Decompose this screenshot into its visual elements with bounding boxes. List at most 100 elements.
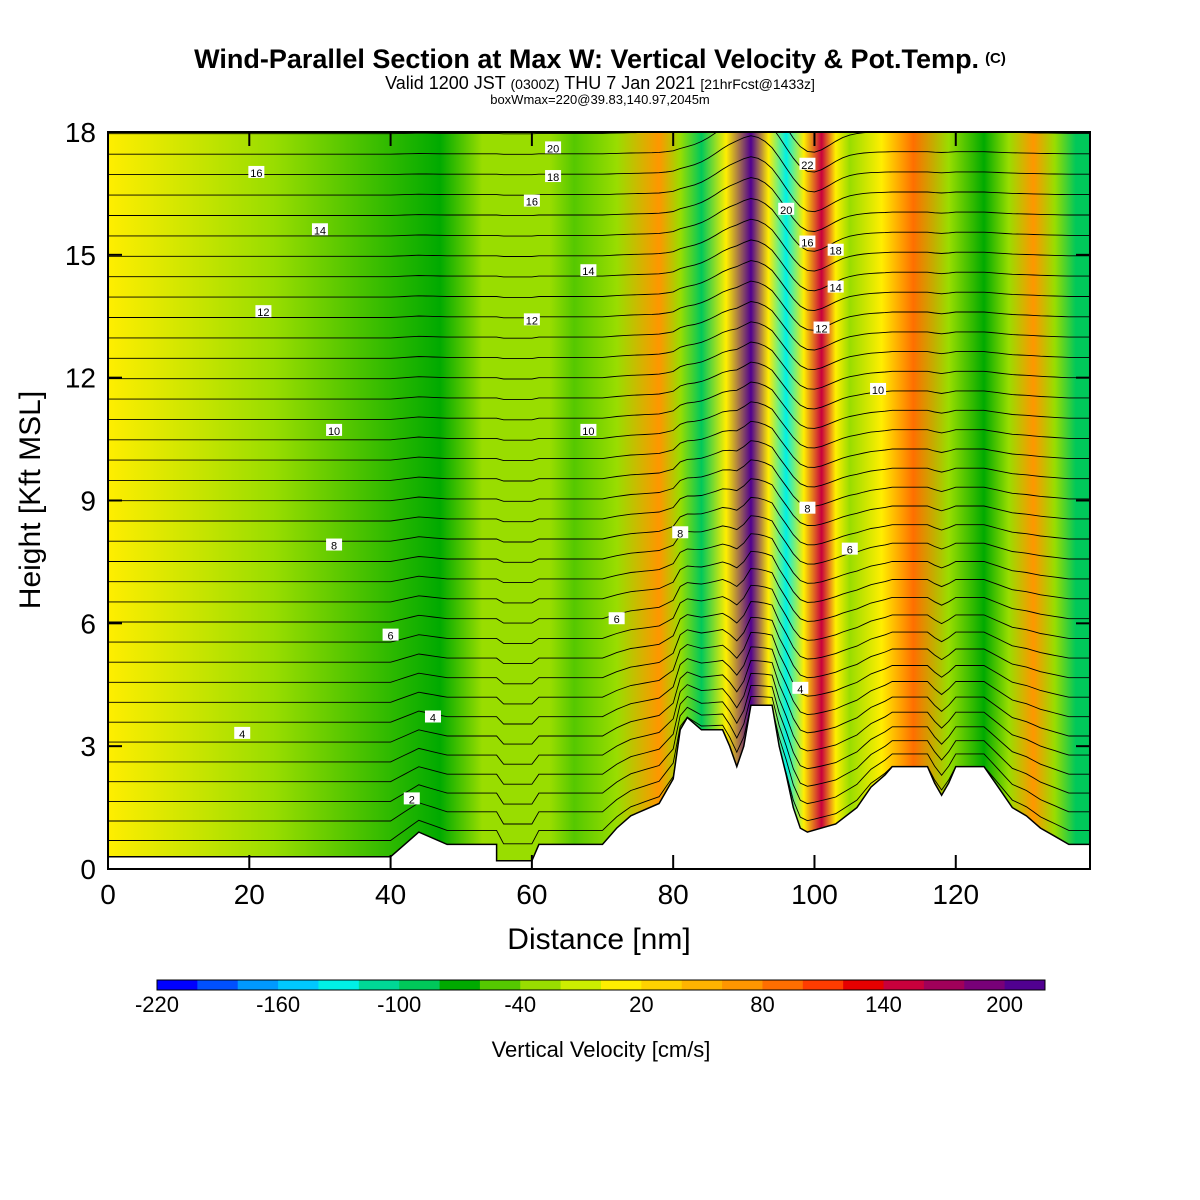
theta-label-bg (799, 157, 816, 170)
colorbar-swatch (318, 980, 360, 990)
theta-label-bg (255, 305, 272, 318)
theta-contour (108, 381, 1090, 429)
y-axis-label: Height [Kft MSL] (14, 391, 47, 609)
theta-contour (108, 135, 1090, 193)
theta-label: 8 (326, 538, 343, 553)
x-tick-label: 20 (234, 879, 265, 910)
theta-label-text: 18 (830, 246, 842, 258)
colorbar-tick-label: -220 (135, 992, 179, 1017)
valid-date: THU 7 Jan 2021 (564, 73, 696, 93)
x-tick-label: 120 (932, 879, 979, 910)
theta-label-text: 10 (328, 426, 340, 438)
theta-label-text: 20 (547, 143, 559, 155)
theta-label-text: 16 (801, 238, 813, 250)
theta-contour (108, 533, 1090, 584)
colorbar-swatch (157, 980, 198, 990)
theta-label-bg (608, 612, 625, 625)
theta-contour (108, 660, 1090, 745)
theta-label-bg (580, 423, 597, 436)
y-tick-label: 9 (80, 486, 96, 517)
x-tick-label: 0 (100, 879, 116, 910)
box-wmax-info: boxWmax=220@39.83,140.97,2045m (490, 92, 710, 107)
theta-contour (108, 420, 1090, 468)
colorbar-frame (156, 979, 1046, 991)
theta-contour (108, 198, 1090, 252)
colorbar-swatch (843, 980, 885, 990)
theta-label-text: 6 (847, 545, 853, 557)
theta-label-bg (672, 526, 689, 539)
theta-label: 6 (382, 628, 399, 643)
theta-label-text: 4 (797, 684, 803, 696)
theta-label-text: 4 (239, 729, 245, 741)
theta-label: 10 (326, 423, 343, 438)
y-tick-label: 6 (80, 608, 96, 639)
theta-label: 4 (234, 726, 251, 741)
theta-label: 20 (545, 141, 562, 155)
theta-label: 4 (792, 681, 809, 696)
theta-label-bg (827, 243, 844, 256)
theta-label-bg (382, 628, 399, 641)
colorbar-swatch (560, 980, 602, 990)
theta-label-text: 2 (409, 794, 415, 806)
copyright-mark: (C) (985, 50, 1006, 67)
theta-label-text: 16 (526, 197, 538, 209)
x-tick-label: 80 (658, 879, 689, 910)
valid-time-utc: (0300Z) (510, 76, 560, 92)
colorbar-swatch (237, 980, 279, 990)
theta-label: 12 (523, 313, 540, 327)
theta-label-text: 8 (677, 528, 683, 540)
theta-contour (108, 478, 1090, 527)
theta-label-bg (827, 280, 844, 293)
colorbar-swatch (641, 980, 683, 990)
theta-label-bg (523, 313, 540, 326)
theta-contour (108, 459, 1090, 507)
theta-contour (108, 684, 1090, 785)
theta-label: 18 (827, 243, 844, 258)
colorbar-swatch (278, 980, 319, 990)
theta-contour (108, 616, 1090, 685)
theta-contour (108, 177, 1090, 232)
valid-time-line: Valid 1200 JST (0300Z) THU 7 Jan 2021 [2… (0, 74, 1200, 93)
theta-contour (108, 672, 1090, 765)
theta-contour-labels: 2 4 4 4 6 6 6 8 8 8 10 10 10 12 12 12 14 14 14 16 16 16 18 18 20… (234, 141, 887, 806)
colorbar-swatch (762, 980, 804, 990)
colorbar: -220 -160 -100 -40 20 80 140 200 (135, 979, 1046, 1017)
theta-label-text: 16 (250, 168, 262, 180)
x-tick-label: 60 (516, 879, 547, 910)
theta-label-bg (545, 170, 562, 183)
theta-label-text: 8 (331, 541, 337, 553)
colorbar-tick-label: 80 (750, 992, 774, 1017)
theta-contour (108, 631, 1090, 705)
y-tick-label: 18 (65, 117, 96, 148)
theta-contour (108, 584, 1090, 644)
theta-label-bg (403, 792, 420, 805)
colorbar-swatch (197, 980, 239, 990)
theta-contour (108, 440, 1090, 488)
theta-label: 14 (580, 264, 597, 278)
theta-contour (108, 301, 1090, 351)
theta-label: 6 (608, 612, 625, 626)
theta-label: 16 (248, 165, 265, 180)
theta-label-text: 6 (388, 631, 394, 643)
theta-label-bg (248, 165, 265, 178)
theta-label: 18 (545, 170, 562, 184)
theta-label: 10 (870, 382, 887, 397)
theta-contour (108, 496, 1090, 546)
theta-contour (108, 695, 1090, 805)
theta-label-bg (792, 681, 809, 694)
y-tick-label: 12 (65, 363, 96, 394)
x-tick-label: 40 (375, 879, 406, 910)
theta-contour (108, 132, 1090, 173)
theta-contour (108, 52, 1090, 113)
theta-label-bg (778, 202, 795, 215)
theta-label: 12 (813, 321, 830, 336)
colorbar-swatch (802, 980, 844, 990)
theta-contour (108, 550, 1090, 604)
terrain-mask (108, 704, 1090, 869)
theta-contour (108, 601, 1090, 665)
theta-contour (108, 280, 1090, 331)
chart-title-text: Wind-Parallel Section at Max W: Vertical… (194, 44, 980, 74)
theta-label: 12 (255, 305, 272, 319)
colorbar-swatch (681, 980, 723, 990)
